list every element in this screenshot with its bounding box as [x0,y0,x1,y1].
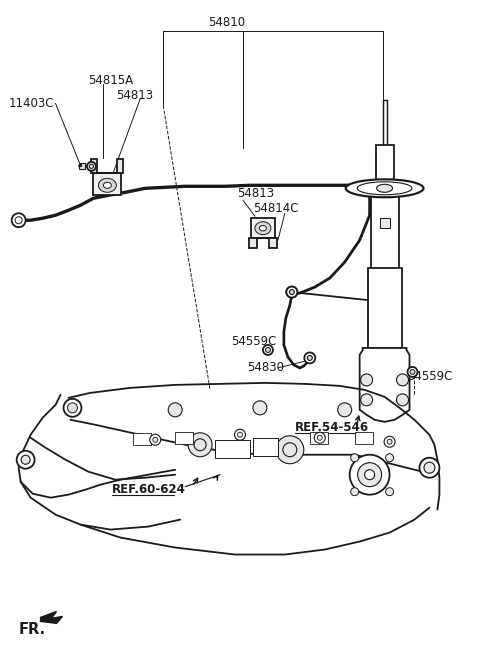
Circle shape [153,438,158,442]
Bar [371,188,398,270]
Circle shape [410,370,415,374]
Circle shape [276,436,304,464]
Circle shape [235,429,245,440]
Circle shape [304,353,315,363]
Text: 54815A: 54815A [88,74,133,87]
Bar [94,173,121,195]
Circle shape [188,433,212,457]
Bar [368,268,402,348]
Ellipse shape [260,225,266,231]
Bar [80,163,85,169]
Circle shape [317,436,322,440]
Circle shape [265,347,270,353]
Circle shape [21,455,30,464]
Circle shape [253,401,267,415]
Circle shape [408,367,418,377]
Circle shape [385,454,394,462]
Bar [376,146,394,185]
Circle shape [17,451,35,469]
Circle shape [351,454,359,462]
Text: FR.: FR. [19,622,46,637]
Circle shape [12,214,25,227]
Bar [175,432,193,444]
Circle shape [351,488,359,496]
Text: 54559C: 54559C [231,335,276,349]
Ellipse shape [103,183,111,188]
Circle shape [384,436,395,447]
Circle shape [238,432,242,438]
Text: REF.54-546: REF.54-546 [295,421,369,434]
Bar [215,440,250,458]
Text: 54830: 54830 [247,361,284,374]
Circle shape [385,488,394,496]
Polygon shape [249,238,277,248]
Text: 11403C: 11403C [9,97,54,110]
Ellipse shape [377,185,393,192]
Circle shape [87,162,96,171]
Ellipse shape [255,221,271,235]
Circle shape [365,470,374,480]
Circle shape [420,458,439,478]
Circle shape [360,374,372,386]
Circle shape [263,345,273,355]
Circle shape [396,394,408,406]
Circle shape [283,443,297,457]
Circle shape [63,399,82,416]
Circle shape [79,164,82,167]
Circle shape [150,434,161,445]
Text: 54810: 54810 [208,16,246,29]
Ellipse shape [98,179,116,192]
Circle shape [338,403,352,416]
Circle shape [68,403,77,413]
Text: 54814C: 54814C [253,202,299,215]
Circle shape [287,287,297,298]
Bar [251,218,275,238]
Circle shape [314,432,325,444]
Bar [253,438,278,456]
Circle shape [89,164,94,168]
Circle shape [387,440,392,444]
Circle shape [194,439,206,451]
Circle shape [307,355,312,360]
Text: REF.60-624: REF.60-624 [112,483,186,496]
Bar [355,432,372,444]
Text: 54813: 54813 [116,89,154,102]
Bar [133,433,151,445]
Circle shape [424,462,435,473]
Circle shape [360,394,372,406]
Text: 54813: 54813 [237,186,274,200]
Polygon shape [41,612,62,623]
Bar [380,218,390,228]
Polygon shape [91,159,123,173]
Ellipse shape [346,179,423,197]
Circle shape [396,374,408,386]
Text: 54559C: 54559C [408,370,453,384]
Ellipse shape [357,182,412,195]
Circle shape [350,455,390,495]
Circle shape [287,287,297,298]
Circle shape [358,463,382,486]
Polygon shape [360,348,409,422]
Bar [310,432,328,444]
Circle shape [168,403,182,416]
Circle shape [289,289,294,295]
